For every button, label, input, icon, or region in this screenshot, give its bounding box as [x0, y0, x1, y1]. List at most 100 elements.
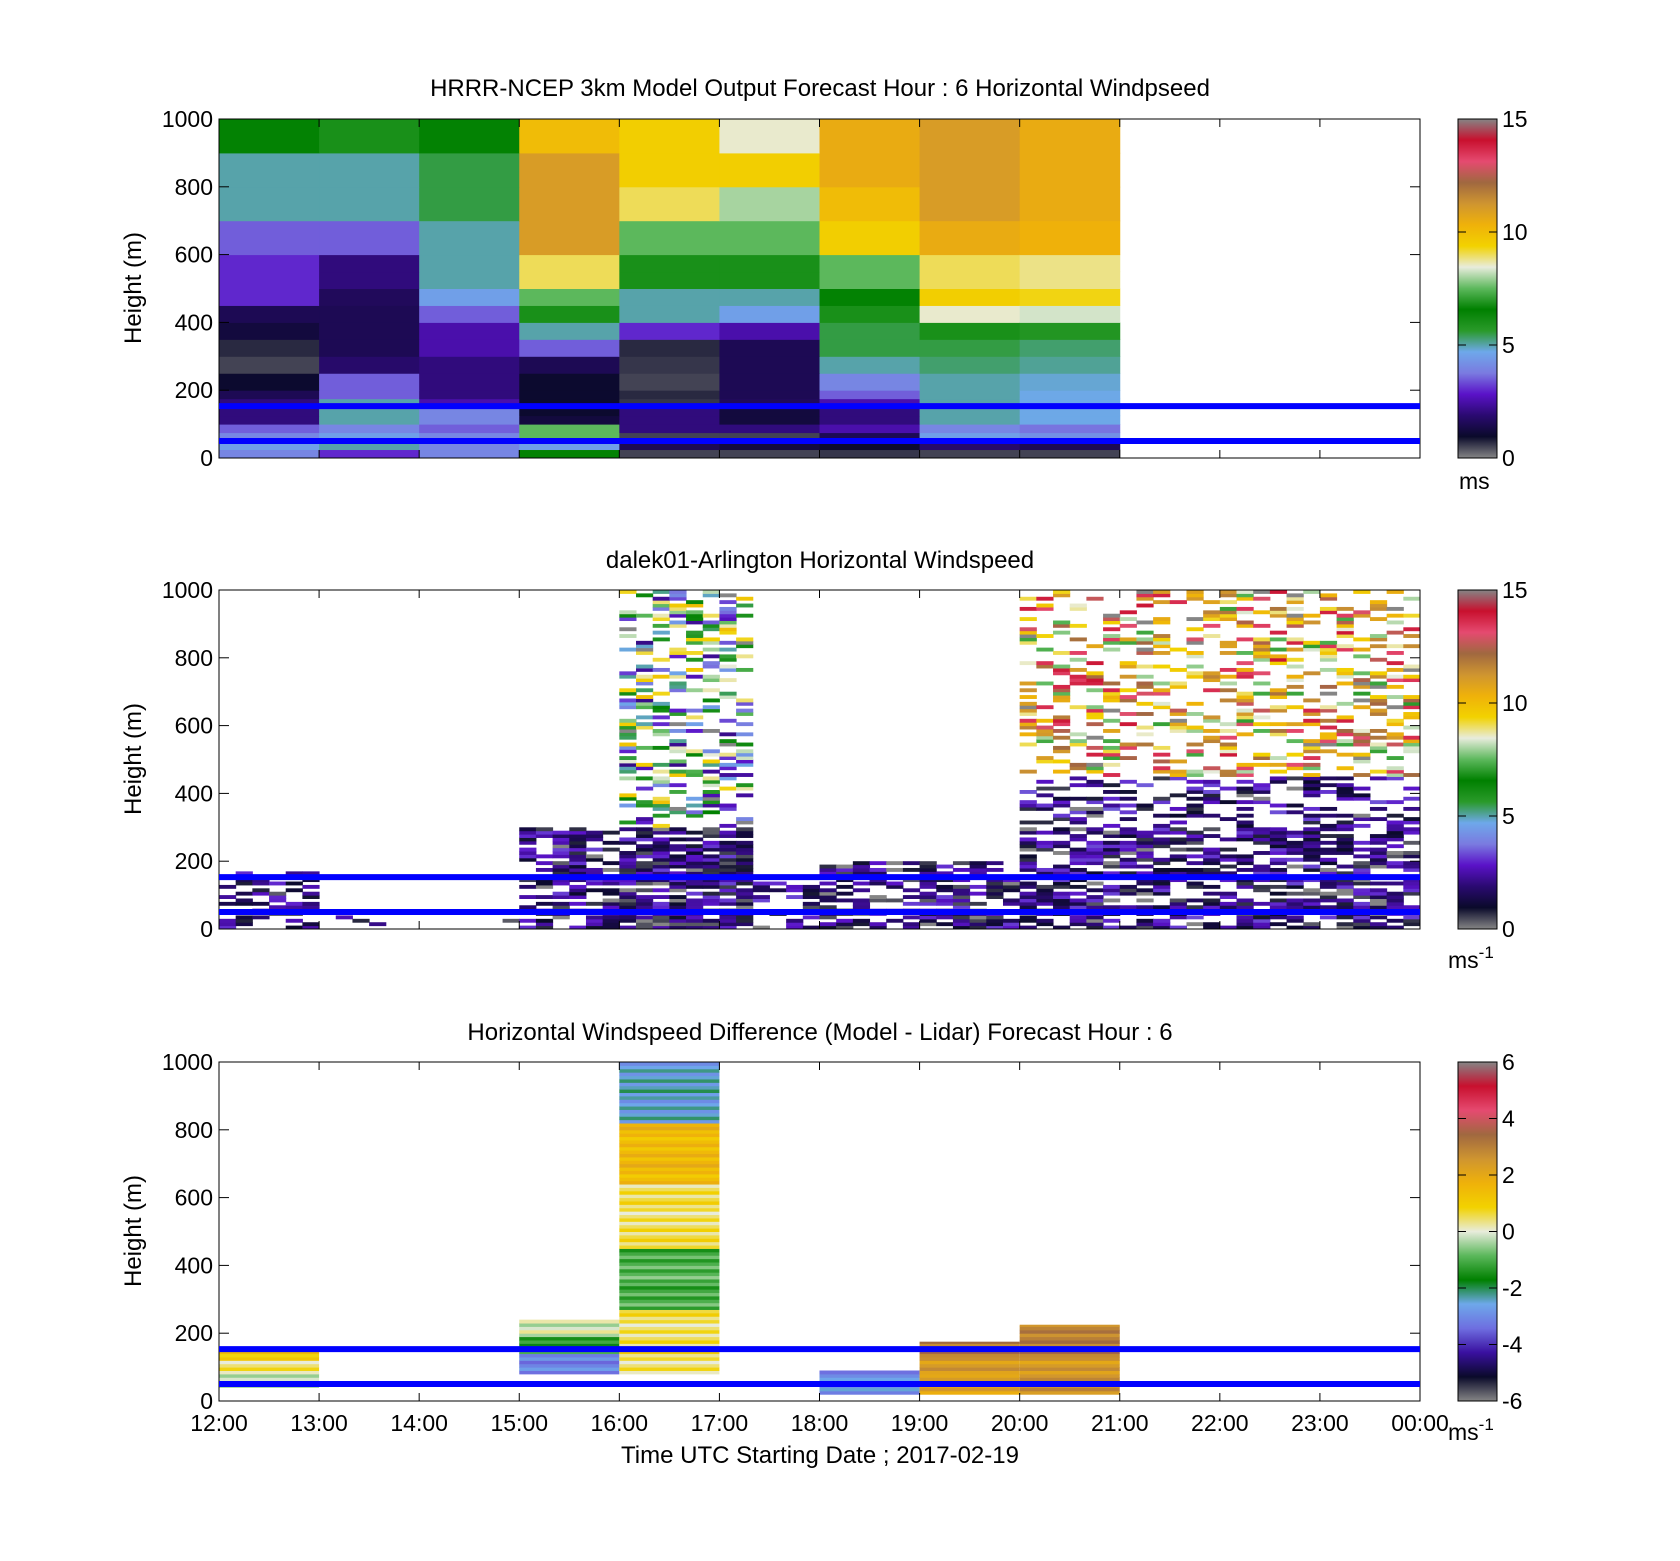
lidar-cell — [719, 884, 737, 889]
lidar-cell — [1203, 617, 1221, 622]
lidar-cell — [686, 769, 704, 774]
lidar-cell — [1269, 647, 1288, 652]
lidar-cell — [1386, 661, 1404, 666]
lidar-cell — [1269, 756, 1288, 760]
lidar-cell — [702, 637, 720, 642]
difference-cell — [619, 1133, 720, 1138]
lidar-cell — [686, 861, 704, 866]
lidar-cell — [1086, 783, 1104, 788]
lidar-cell — [1019, 790, 1037, 794]
lidar-cell — [269, 895, 287, 899]
lidar-cell — [1219, 800, 1238, 805]
model-cell — [819, 449, 921, 458]
lidar-cell — [1219, 745, 1238, 750]
model-cell — [719, 424, 820, 434]
lidar-cell — [636, 701, 654, 706]
lidar-cell — [636, 834, 654, 838]
lidar-cell — [1086, 905, 1104, 910]
lidar-cell — [1203, 600, 1221, 605]
lidar-cell — [1236, 651, 1254, 655]
lidar-cell — [1036, 596, 1054, 601]
lidar-cell — [1019, 803, 1037, 808]
difference-cell — [1019, 1343, 1120, 1348]
lidar-cell — [1269, 590, 1288, 594]
lidar-cell — [669, 773, 687, 777]
lidar-cell — [1236, 590, 1254, 594]
difference-cell — [619, 1102, 720, 1107]
lidar-cell — [1186, 905, 1204, 910]
lidar-cell — [1403, 695, 1420, 699]
lidar-cell — [919, 867, 937, 872]
model-cell — [419, 288, 520, 306]
lidar-cell — [1053, 769, 1071, 774]
difference-cell — [919, 1343, 1020, 1348]
lidar-cell — [786, 888, 804, 893]
lidar-cell — [1386, 901, 1404, 906]
lidar-cell — [1086, 735, 1104, 740]
model-cell — [919, 322, 1021, 340]
lidar-cell — [1086, 674, 1104, 679]
lidar-cell — [619, 851, 637, 855]
lidar-cell — [686, 847, 704, 852]
lidar-cell — [285, 888, 303, 893]
lidar-cell — [702, 881, 720, 886]
lidar-cell — [686, 688, 704, 693]
lidar-cell — [1286, 606, 1304, 611]
lidar-cell — [1353, 773, 1371, 777]
model-cell — [319, 254, 420, 273]
lidar-cell — [702, 623, 720, 628]
lidar-cell — [936, 884, 954, 889]
lidar-cell — [1319, 867, 1338, 872]
difference-cell — [219, 1377, 320, 1382]
model-cell — [419, 449, 520, 458]
lidar-cell — [719, 752, 737, 757]
lidar-cell — [1403, 701, 1420, 706]
lidar-cell — [535, 884, 554, 889]
lidar-cell — [1136, 837, 1154, 842]
lidar-cell — [719, 898, 737, 903]
difference-cell — [619, 1078, 720, 1083]
lidar-cell — [636, 664, 654, 669]
lidar-cell — [219, 918, 237, 923]
lidar-cell — [986, 884, 1004, 889]
lidar-cell — [652, 776, 670, 781]
lidar-cell — [1186, 837, 1204, 842]
lidar-cell — [1286, 844, 1304, 849]
lidar-cell — [619, 701, 637, 706]
model-cell — [919, 356, 1021, 374]
lidar-cell — [1069, 834, 1087, 838]
lidar-cell — [669, 901, 687, 906]
lidar-cell — [886, 867, 904, 872]
lidar-cell — [1136, 871, 1154, 876]
difference-cell — [219, 1363, 320, 1368]
lidar-cell — [1036, 725, 1054, 730]
lidar-cell — [1086, 813, 1104, 818]
model-cell — [419, 322, 520, 340]
lidar-cell — [736, 817, 754, 822]
lidar-cell — [1353, 752, 1371, 757]
lidar-cell — [1319, 732, 1338, 737]
lidar-cell — [1069, 667, 1087, 672]
lidar-cell — [1253, 840, 1271, 845]
lidar-cell — [1303, 718, 1321, 723]
difference-cell — [619, 1275, 720, 1280]
lidar-cell — [1019, 847, 1037, 852]
difference-cell — [619, 1238, 720, 1243]
lidar-cell — [702, 803, 720, 808]
lidar-cell — [986, 881, 1004, 886]
lidar-cell — [1219, 688, 1238, 693]
lidar-cell — [669, 745, 687, 750]
lidar-cell — [1203, 884, 1221, 889]
lidar-cell — [702, 620, 720, 625]
lidar-cell — [1186, 881, 1204, 886]
lidar-cell — [1153, 644, 1171, 649]
lidar-cell — [1103, 830, 1121, 835]
lidar-cell — [1253, 610, 1271, 615]
lidar-cell — [1119, 779, 1137, 784]
lidar-cell — [552, 840, 570, 845]
lidar-cell — [1069, 766, 1087, 771]
lidar-cell — [519, 884, 537, 889]
lidar-cell — [769, 888, 787, 893]
lidar-cell — [1036, 922, 1054, 927]
lidar-cell — [1336, 888, 1354, 893]
